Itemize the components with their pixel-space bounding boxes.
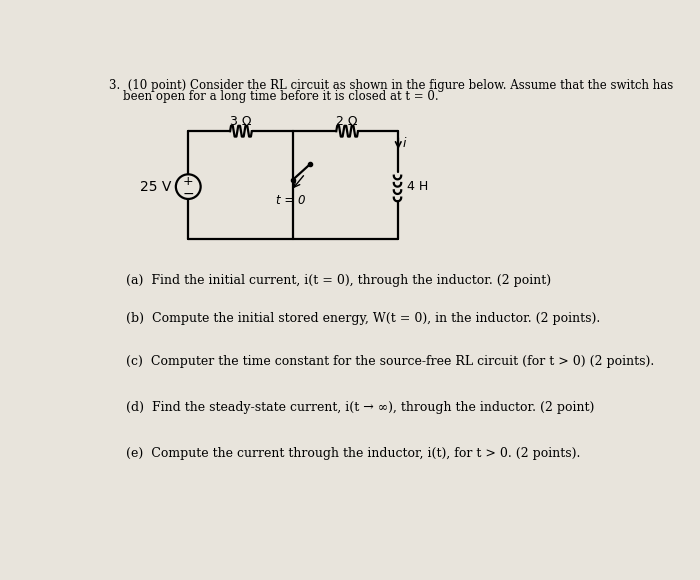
Text: 3.  (10 point) Consider the RL circuit as shown in the figure below. Assume that: 3. (10 point) Consider the RL circuit as… xyxy=(109,79,673,92)
Text: 2 Ω: 2 Ω xyxy=(337,115,358,128)
Text: (d)  Find the steady-state current, i(t → ∞), through the inductor. (2 point): (d) Find the steady-state current, i(t →… xyxy=(126,401,594,414)
Text: t = 0: t = 0 xyxy=(276,194,305,206)
Text: (b)  Compute the initial stored energy, W(t = 0), in the inductor. (2 points).: (b) Compute the initial stored energy, W… xyxy=(126,312,601,325)
Text: (a)  Find the initial current, i(t = 0), through the inductor. (2 point): (a) Find the initial current, i(t = 0), … xyxy=(126,274,552,287)
Text: (c)  Computer the time constant for the source-free RL circuit (for t > 0) (2 po: (c) Computer the time constant for the s… xyxy=(126,354,655,368)
Text: 3 Ω: 3 Ω xyxy=(230,115,252,128)
Text: (e)  Compute the current through the inductor, i(t), for t > 0. (2 points).: (e) Compute the current through the indu… xyxy=(126,447,580,460)
Text: +: + xyxy=(183,175,194,187)
Text: been open for a long time before it is closed at t = 0.: been open for a long time before it is c… xyxy=(123,90,439,103)
Text: i: i xyxy=(403,137,407,150)
Text: 4 H: 4 H xyxy=(407,180,428,193)
Text: 25 V: 25 V xyxy=(140,180,172,194)
Text: −: − xyxy=(183,186,194,201)
